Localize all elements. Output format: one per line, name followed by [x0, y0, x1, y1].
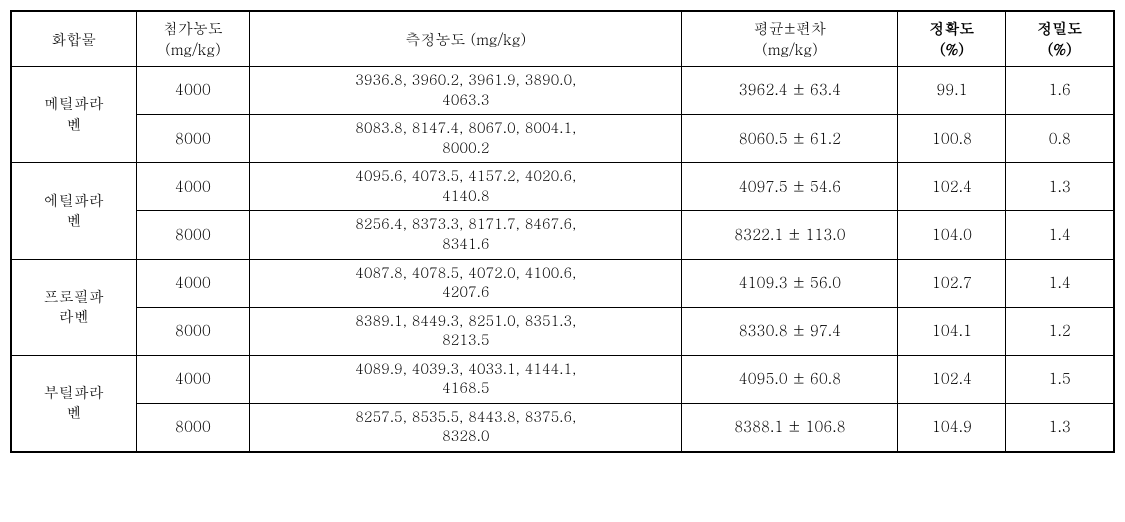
cell-precision: 1.3 [1006, 403, 1114, 452]
header-mean-sd: 평균±편차(mg/kg) [682, 11, 898, 67]
header-precision: 정밀도(%) [1006, 11, 1114, 67]
cell-compound: 에틸파라벤 [11, 163, 136, 259]
header-compound: 화합물 [11, 11, 136, 67]
table-row: 80008257.5, 8535.5, 8443.8, 8375.6,8328.… [11, 403, 1114, 452]
cell-precision: 1.4 [1006, 259, 1114, 307]
header-added-conc: 첨가농도(mg/kg) [136, 11, 250, 67]
cell-added: 8000 [136, 211, 250, 259]
table-header-row: 화합물 첨가농도(mg/kg) 측정농도 (mg/kg) 평균±편차(mg/kg… [11, 11, 1114, 67]
cell-mean-sd: 4097.5 ± 54.6 [682, 163, 898, 211]
cell-mean-sd: 4095.0 ± 60.8 [682, 355, 898, 403]
cell-measured: 4089.9, 4039.3, 4033.1, 4144.1,4168.5 [250, 355, 682, 403]
cell-mean-sd: 3962.4 ± 63.4 [682, 67, 898, 115]
cell-mean-sd: 8060.5 ± 61.2 [682, 115, 898, 163]
header-accuracy: 정확도(%) [898, 11, 1006, 67]
cell-measured: 3936.8, 3960.2, 3961.9, 3890.0,4063.3 [250, 67, 682, 115]
cell-added: 4000 [136, 355, 250, 403]
cell-measured: 8257.5, 8535.5, 8443.8, 8375.6,8328.0 [250, 403, 682, 452]
cell-measured: 8389.1, 8449.3, 8251.0, 8351.3,8213.5 [250, 307, 682, 355]
cell-measured: 8083.8, 8147.4, 8067.0, 8004.1,8000.2 [250, 115, 682, 163]
cell-added: 8000 [136, 115, 250, 163]
table-row: 80008389.1, 8449.3, 8251.0, 8351.3,8213.… [11, 307, 1114, 355]
cell-accuracy: 104.0 [898, 211, 1006, 259]
cell-precision: 1.6 [1006, 67, 1114, 115]
cell-precision: 1.2 [1006, 307, 1114, 355]
cell-measured: 4095.6, 4073.5, 4157.2, 4020.6,4140.8 [250, 163, 682, 211]
cell-accuracy: 100.8 [898, 115, 1006, 163]
header-measured-conc: 측정농도 (mg/kg) [250, 11, 682, 67]
cell-added: 8000 [136, 403, 250, 452]
cell-accuracy: 102.4 [898, 163, 1006, 211]
cell-precision: 1.3 [1006, 163, 1114, 211]
table-row: 에틸파라벤40004095.6, 4073.5, 4157.2, 4020.6,… [11, 163, 1114, 211]
cell-mean-sd: 4109.3 ± 56.0 [682, 259, 898, 307]
data-table: 화합물 첨가농도(mg/kg) 측정농도 (mg/kg) 평균±편차(mg/kg… [10, 10, 1115, 453]
cell-measured: 8256.4, 8373.3, 8171.7, 8467.6,8341.6 [250, 211, 682, 259]
cell-accuracy: 104.9 [898, 403, 1006, 452]
cell-precision: 1.5 [1006, 355, 1114, 403]
cell-precision: 0.8 [1006, 115, 1114, 163]
cell-added: 4000 [136, 259, 250, 307]
cell-compound: 부틸파라벤 [11, 355, 136, 452]
cell-accuracy: 102.7 [898, 259, 1006, 307]
cell-added: 4000 [136, 67, 250, 115]
cell-mean-sd: 8322.1 ± 113.0 [682, 211, 898, 259]
table-row: 80008083.8, 8147.4, 8067.0, 8004.1,8000.… [11, 115, 1114, 163]
table-row: 부틸파라벤40004089.9, 4039.3, 4033.1, 4144.1,… [11, 355, 1114, 403]
cell-added: 8000 [136, 307, 250, 355]
cell-accuracy: 104.1 [898, 307, 1006, 355]
cell-accuracy: 102.4 [898, 355, 1006, 403]
cell-measured: 4087.8, 4078.5, 4072.0, 4100.6,4207.6 [250, 259, 682, 307]
table-body: 메틸파라벤40003936.8, 3960.2, 3961.9, 3890.0,… [11, 67, 1114, 453]
cell-mean-sd: 8388.1 ± 106.8 [682, 403, 898, 452]
cell-precision: 1.4 [1006, 211, 1114, 259]
cell-compound: 메틸파라벤 [11, 67, 136, 163]
cell-added: 4000 [136, 163, 250, 211]
table-row: 프로필파라벤40004087.8, 4078.5, 4072.0, 4100.6… [11, 259, 1114, 307]
table-row: 메틸파라벤40003936.8, 3960.2, 3961.9, 3890.0,… [11, 67, 1114, 115]
table-row: 80008256.4, 8373.3, 8171.7, 8467.6,8341.… [11, 211, 1114, 259]
cell-accuracy: 99.1 [898, 67, 1006, 115]
cell-compound: 프로필파라벤 [11, 259, 136, 355]
cell-mean-sd: 8330.8 ± 97.4 [682, 307, 898, 355]
